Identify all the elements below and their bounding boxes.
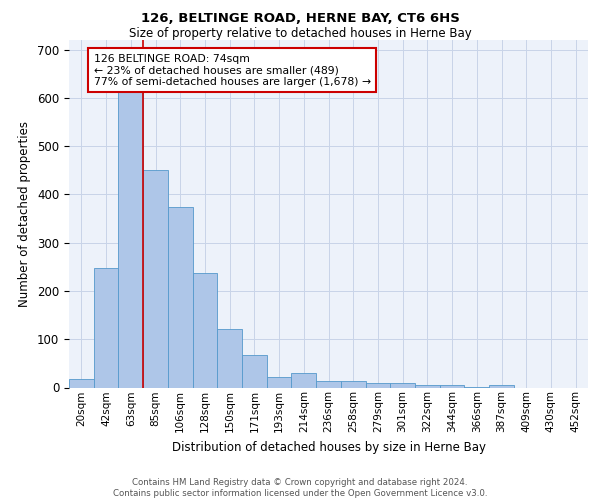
Y-axis label: Number of detached properties: Number of detached properties bbox=[19, 120, 31, 306]
Bar bbox=[390, 383, 415, 388]
Bar bbox=[464, 386, 489, 388]
Bar bbox=[440, 385, 464, 388]
Text: 126, BELTINGE ROAD, HERNE BAY, CT6 6HS: 126, BELTINGE ROAD, HERNE BAY, CT6 6HS bbox=[140, 12, 460, 26]
Bar bbox=[341, 380, 365, 388]
Bar bbox=[193, 273, 217, 388]
Text: 126 BELTINGE ROAD: 74sqm
← 23% of detached houses are smaller (489)
77% of semi-: 126 BELTINGE ROAD: 74sqm ← 23% of detach… bbox=[94, 54, 371, 86]
Bar bbox=[292, 373, 316, 388]
Bar bbox=[242, 354, 267, 388]
Bar bbox=[316, 380, 341, 388]
Bar bbox=[118, 78, 143, 388]
Bar bbox=[143, 170, 168, 388]
Bar bbox=[94, 268, 118, 388]
Text: Size of property relative to detached houses in Herne Bay: Size of property relative to detached ho… bbox=[128, 28, 472, 40]
Bar bbox=[489, 385, 514, 388]
Text: Contains HM Land Registry data © Crown copyright and database right 2024.
Contai: Contains HM Land Registry data © Crown c… bbox=[113, 478, 487, 498]
X-axis label: Distribution of detached houses by size in Herne Bay: Distribution of detached houses by size … bbox=[172, 440, 485, 454]
Bar bbox=[267, 377, 292, 388]
Bar bbox=[69, 379, 94, 388]
Bar bbox=[168, 206, 193, 388]
Bar bbox=[217, 328, 242, 388]
Bar bbox=[415, 385, 440, 388]
Bar bbox=[365, 382, 390, 388]
